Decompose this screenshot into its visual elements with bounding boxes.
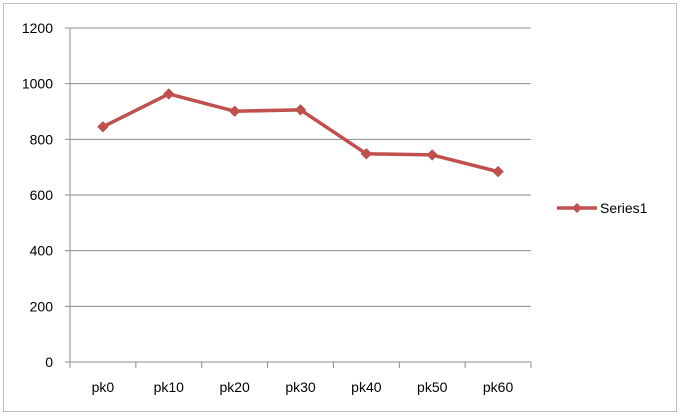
series-group [97, 88, 504, 178]
data-point-marker [426, 149, 438, 161]
x-tick-label: pk40 [351, 379, 382, 395]
y-tick-label: 200 [30, 298, 54, 314]
x-tick-label: pk0 [92, 379, 115, 395]
y-tick-label: 400 [30, 243, 54, 259]
data-point-marker [294, 104, 307, 116]
x-tick-label: pk20 [219, 379, 250, 395]
legend-marker-0 [572, 203, 582, 213]
x-tick-label: pk60 [483, 379, 514, 395]
legend-label: Series1 [600, 200, 648, 216]
y-axis-tick-labels: 0 200 400 600 800 1000 1200 [22, 20, 53, 370]
x-tick-label: pk10 [154, 379, 185, 395]
y-tick-label: 600 [30, 187, 54, 203]
axes [65, 27, 532, 368]
legend: Series1 [557, 200, 648, 216]
y-tick-label: 800 [30, 131, 54, 147]
data-point-marker [97, 121, 109, 133]
x-tick-label: pk30 [285, 379, 316, 395]
data-point-marker [163, 88, 175, 100]
data-point-marker [492, 165, 504, 178]
data-point-marker [360, 148, 373, 160]
y-tick-label: 0 [45, 354, 53, 370]
y-tick-label: 1000 [22, 76, 53, 92]
x-tick-label: pk50 [417, 379, 448, 395]
data-point-marker [228, 105, 241, 117]
y-tick-label: 1200 [22, 20, 53, 36]
x-axis-tick-labels: pk0 pk10 pk20 pk30 pk40 pk50 pk60 [92, 379, 514, 395]
gridlines [70, 27, 531, 307]
